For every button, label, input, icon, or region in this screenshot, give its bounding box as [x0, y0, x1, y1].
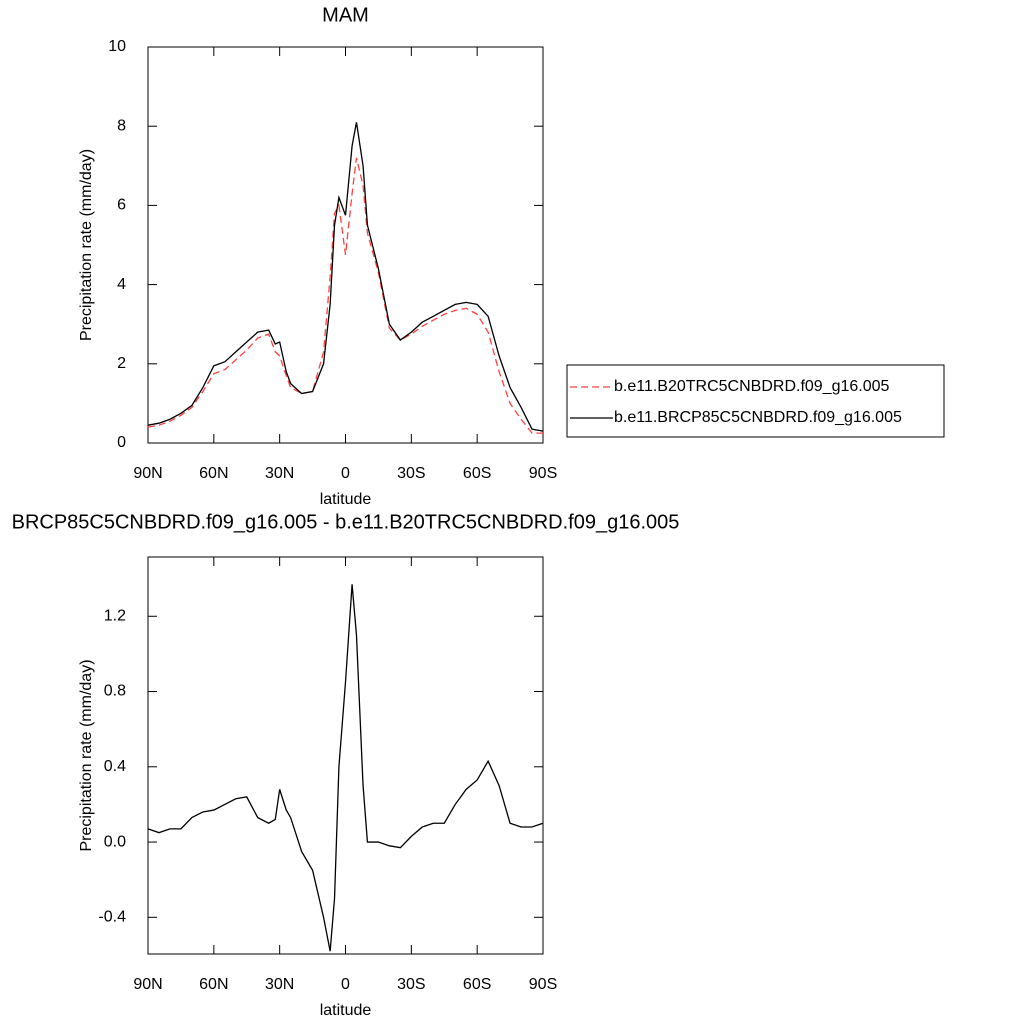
x-tick-label: 30S: [397, 976, 425, 993]
data-line: [147, 584, 544, 952]
y-axis-label: Precipitation rate (mm/day): [78, 149, 95, 341]
x-tick-label: 60N: [199, 976, 228, 993]
y-tick-label: 0.4: [104, 758, 126, 775]
legend-label: b.e11.BRCP85C5CNBDRD.f09_g16.005: [614, 409, 902, 426]
x-axis-label: latitude: [320, 1002, 372, 1019]
y-axis-label: Precipitation rate (mm/day): [78, 659, 95, 851]
x-tick-label: 0: [341, 465, 350, 482]
x-tick-label: 90N: [133, 976, 162, 993]
x-tick-label: 90N: [133, 465, 162, 482]
y-tick-label: 8: [117, 117, 126, 134]
legend-box: [566, 364, 945, 438]
y-tick-label: 10: [108, 38, 126, 55]
y-tick-label: 0.0: [104, 833, 126, 850]
chart-title: BRCP85C5CNBDRD.f09_g16.005 - b.e11.B20TR…: [12, 511, 680, 533]
y-tick-label: 2: [117, 355, 126, 372]
x-tick-label: 60S: [463, 976, 491, 993]
x-tick-label: 90S: [529, 465, 557, 482]
x-tick-label: 30N: [265, 465, 294, 482]
x-tick-label: 0: [341, 976, 350, 993]
x-axis-label: latitude: [320, 491, 372, 508]
x-tick-label: 30N: [265, 976, 294, 993]
y-tick-label: 1.2: [104, 607, 126, 624]
x-tick-label: 30S: [397, 465, 425, 482]
data-line: [147, 122, 544, 432]
y-tick-label: -0.4: [98, 909, 126, 926]
y-tick-label: 6: [117, 197, 126, 214]
data-line: [147, 157, 543, 434]
x-tick-label: 60S: [463, 465, 491, 482]
y-tick-label: 0: [117, 434, 126, 451]
chart-title: MAM: [322, 4, 369, 26]
x-tick-label: 60N: [199, 465, 228, 482]
legend-label: b.e11.B20TRC5CNBDRD.f09_g16.005: [614, 378, 890, 395]
plot-frame: [147, 556, 544, 955]
y-tick-label: 4: [117, 276, 126, 293]
y-tick-label: 0.8: [104, 683, 126, 700]
x-tick-label: 90S: [529, 976, 557, 993]
